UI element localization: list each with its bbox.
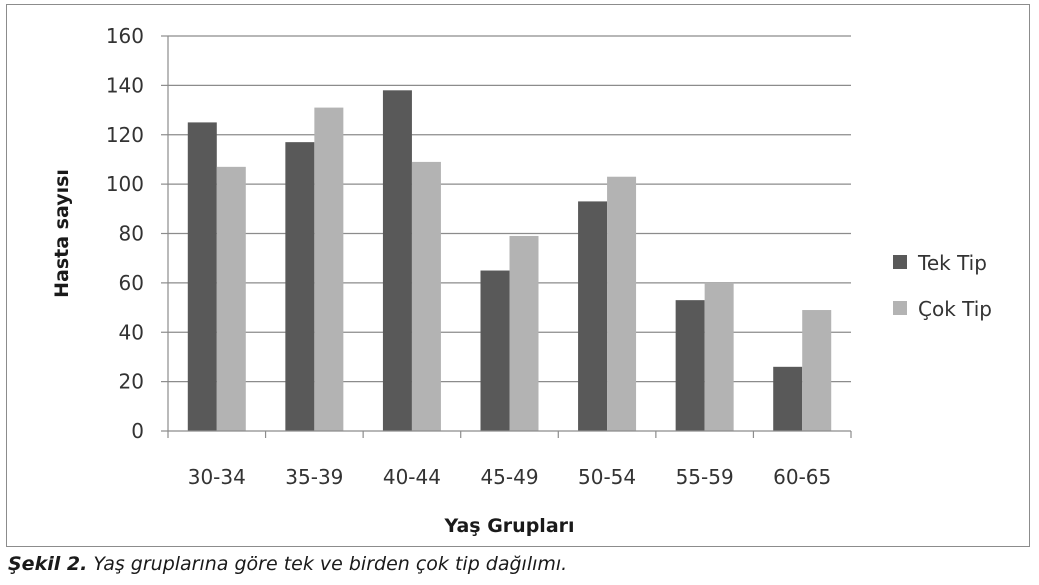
y-axis-ticks: 0 20 40 60 80 100 120 140 160 (106, 24, 168, 443)
caption-text: Yaş gruplarına göre tek ve birden çok ti… (87, 553, 568, 575)
bar-tek-tip-30-34 (187, 122, 217, 431)
y-tick-label: 100 (106, 172, 144, 196)
bar-cok-tip-60-65 (802, 310, 832, 431)
bar-cok-tip-35-39 (314, 107, 344, 431)
legend-swatch-tek-tip (893, 255, 907, 269)
bar-tek-tip-60-65 (773, 366, 803, 431)
legend-swatch-cok-tip (893, 301, 907, 315)
caption-label: Şekil 2. (8, 553, 88, 575)
x-tick-label: 55-59 (676, 465, 734, 489)
legend-label-tek-tip: Tek Tip (917, 251, 987, 275)
bars (187, 90, 832, 431)
y-tick-label: 40 (119, 320, 144, 344)
bar-tek-tip-50-54 (578, 201, 608, 431)
y-tick-label: 20 (119, 370, 144, 394)
bar-tek-tip-35-39 (285, 142, 315, 431)
y-tick-label: 0 (131, 419, 144, 443)
x-tick-label: 60-65 (773, 465, 831, 489)
x-axis-ticks: 30-34 35-39 40-44 45-49 50-54 55-59 60-65 (167, 431, 852, 489)
legend-label-cok-tip: Çok Tip (918, 297, 992, 321)
bar-cok-tip-45-49 (509, 235, 539, 431)
y-axis-title: Hasta sayısı (51, 169, 73, 298)
y-tick-label: 120 (106, 123, 144, 147)
y-tick-label: 60 (119, 271, 144, 295)
x-axis-title: Yaş Grupları (443, 515, 574, 537)
y-tick-label: 140 (106, 73, 144, 97)
bar-chart: 0 20 40 60 80 100 120 140 160 30-34 35-39 40-44 45-… (51, 24, 992, 537)
bar-cok-tip-55-59 (704, 282, 734, 431)
bar-cok-tip-30-34 (216, 166, 246, 431)
bar-tek-tip-55-59 (675, 300, 705, 431)
x-tick-label: 30-34 (188, 465, 246, 489)
bar-tek-tip-45-49 (480, 270, 510, 431)
bar-cok-tip-40-44 (411, 161, 441, 431)
y-tick-label: 160 (106, 24, 144, 48)
x-tick-label: 50-54 (578, 465, 636, 489)
gridlines (168, 35, 851, 383)
bar-cok-tip-50-54 (607, 176, 637, 431)
x-tick-label: 35-39 (285, 465, 343, 489)
figure-caption: Şekil 2. Yaş gruplarına göre tek ve bird… (8, 553, 567, 575)
bar-tek-tip-40-44 (382, 90, 412, 431)
y-tick-label: 80 (119, 222, 144, 246)
x-tick-label: 45-49 (480, 465, 538, 489)
x-tick-label: 40-44 (383, 465, 441, 489)
legend: Tek Tip Çok Tip (893, 251, 992, 321)
